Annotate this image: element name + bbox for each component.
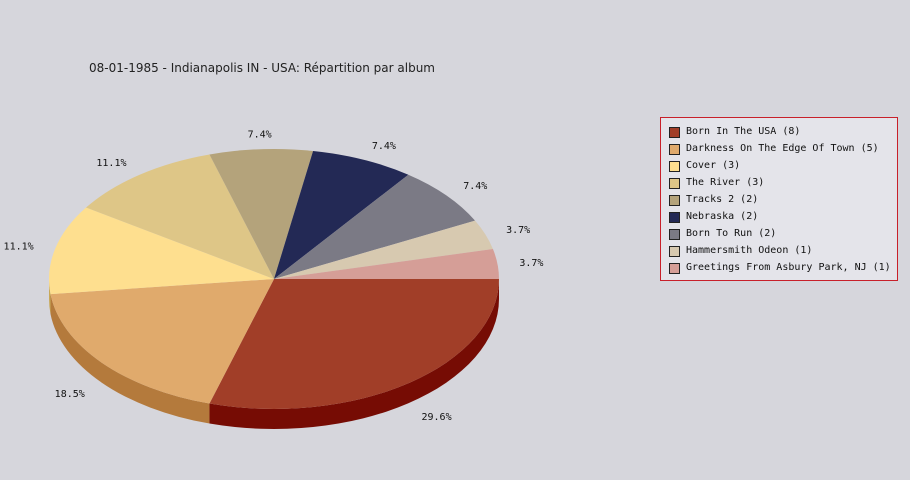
legend-swatch [669,246,680,257]
pie-slice-side [209,279,499,430]
legend-item: Darkness On The Edge Of Town (5) [661,142,897,159]
pie-percent-label: 3.7% [519,258,543,269]
pie-slice [209,148,314,279]
legend-item: Hammersmith Odeon (1) [661,244,897,261]
chart-title: 08-01-1985 - Indianapolis IN - USA: Répa… [89,61,435,75]
legend-swatch [669,263,680,274]
pie-slice-side [49,279,51,315]
pie-slice [48,207,274,295]
pie-slice [50,279,274,404]
legend-label: Greetings From Asbury Park, NJ (1) [686,262,891,273]
legend-label: Cover (3) [686,160,741,171]
pie-percent-label: 7.4% [463,181,487,192]
legend-swatch [669,161,680,172]
pie-slice [274,249,500,279]
pie-slice [274,220,493,279]
legend-swatch [669,195,680,206]
legend-label: Darkness On The Edge Of Town (5) [686,143,879,154]
legend-label: Tracks 2 (2) [686,194,759,205]
legend-swatch [669,229,680,240]
pie-percent-label: 7.4% [248,129,272,140]
legend-item: The River (3) [661,176,897,193]
pie-percent-label: 3.7% [506,225,530,236]
legend-label: Born To Run (2) [686,228,777,239]
legend-label: Nebraska (2) [686,211,759,222]
legend-item: Tracks 2 (2) [661,193,897,210]
legend-swatch [669,127,680,138]
pie-percent-label: 18.5% [55,389,85,400]
legend-label: Hammersmith Odeon (1) [686,245,813,256]
legend-label: The River (3) [686,177,765,188]
pie-percent-label: 11.1% [96,158,126,169]
legend-swatch [669,144,680,155]
chart-legend: Born In The USA (8) Darkness On The Edge … [660,117,898,281]
pie-percent-label: 29.6% [422,412,452,423]
pie-percent-label: 11.1% [4,241,34,252]
pie-slice [274,174,476,279]
legend-label: Born In The USA (8) [686,126,801,137]
pie-slice [209,279,499,410]
legend-swatch [669,212,680,223]
legend-item: Cover (3) [661,159,897,176]
legend-item: Greetings From Asbury Park, NJ (1) [661,261,897,278]
pie-slice [274,150,409,279]
legend-item: Born In The USA (8) [661,125,897,142]
legend-item: Nebraska (2) [661,210,897,227]
legend-swatch [669,178,680,189]
pie-slice [86,154,275,279]
pie-slice-side [50,294,210,424]
pie-percent-label: 7.4% [372,141,396,152]
legend-item: Born To Run (2) [661,227,897,244]
